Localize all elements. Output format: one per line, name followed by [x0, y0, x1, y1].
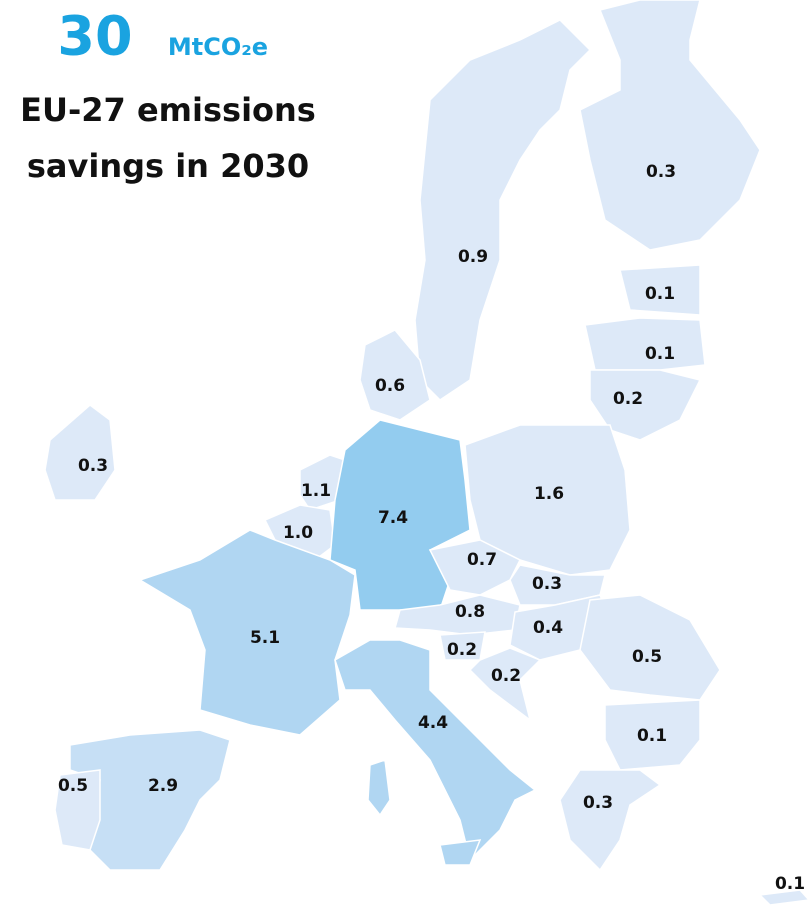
value-label: 1.0: [283, 523, 313, 543]
value-label: 0.2: [447, 640, 477, 660]
ireland: [44, 404, 116, 501]
value-label: 0.4: [533, 618, 563, 638]
value-label: 0.5: [632, 647, 662, 667]
value-label: 7.4: [378, 508, 408, 528]
value-label: 4.4: [418, 713, 448, 733]
croatia: [468, 647, 542, 722]
sweden: [414, 19, 592, 401]
value-label: 0.6: [375, 376, 405, 396]
cyprus: [758, 889, 809, 906]
value-label: 0.3: [78, 456, 108, 476]
value-label: 0.3: [532, 574, 562, 594]
value-label: 0.8: [455, 602, 485, 622]
value-label: 0.3: [583, 793, 613, 813]
value-label: 5.1: [250, 628, 280, 648]
title-line: savings in 2030: [27, 147, 309, 185]
sardinia: [367, 758, 391, 817]
value-label: 0.2: [491, 666, 521, 686]
slovakia: [509, 564, 606, 606]
value-label: 0.1: [637, 726, 667, 746]
value-labels: 0.3 0.9 0.1 0.1 0.2 0.6 0.3 1.1 1.0 7.4 1.6 0.7 0.3 0…: [58, 162, 805, 894]
poland: [464, 424, 631, 576]
france: [138, 529, 356, 736]
greece: [559, 769, 662, 872]
denmark: [359, 329, 431, 421]
headline-unit: MtCO₂e: [168, 33, 268, 61]
value-label: 0.2: [613, 389, 643, 409]
italy: [334, 639, 537, 862]
value-label: 0.7: [467, 550, 497, 570]
bulgaria: [604, 699, 701, 771]
value-label: 2.9: [148, 776, 178, 796]
value-label: 0.1: [775, 874, 805, 894]
title-line: EU-27 emissions: [20, 91, 316, 129]
value-label: 0.5: [58, 776, 88, 796]
value-label: 0.1: [645, 284, 675, 304]
value-label: 0.9: [458, 247, 488, 267]
value-label: 1.6: [534, 484, 564, 504]
value-label: 0.1: [645, 344, 675, 364]
portugal: [54, 769, 101, 851]
headline-number: 30: [57, 5, 132, 68]
value-label: 0.3: [646, 162, 676, 182]
finland: [579, 0, 761, 251]
sicily: [439, 839, 482, 866]
countries: [44, 0, 809, 906]
estonia: [619, 264, 701, 316]
lithuania: [589, 369, 702, 441]
value-label: 1.1: [301, 481, 331, 501]
